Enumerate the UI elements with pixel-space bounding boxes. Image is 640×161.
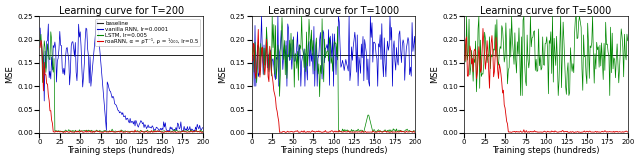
Title: Learning curve for T=1000: Learning curve for T=1000 [268,6,399,16]
Title: Learning curve for T=5000: Learning curve for T=5000 [481,6,612,16]
X-axis label: Training steps (hundreds): Training steps (hundreds) [67,147,175,155]
Y-axis label: MSE: MSE [6,66,15,83]
Title: Learning curve for T=200: Learning curve for T=200 [59,6,184,16]
X-axis label: Training steps (hundreds): Training steps (hundreds) [280,147,387,155]
Y-axis label: MSE: MSE [430,66,440,83]
Y-axis label: MSE: MSE [218,66,227,83]
X-axis label: Training steps (hundreds): Training steps (hundreds) [492,147,600,155]
Legend: baseline, vanilla RNN, lr=0.0001, LSTM, lr=0.005, roaRNN, α = ρT⁻¹, ρ = ¹⁄₂₀₀, l: baseline, vanilla RNN, lr=0.0001, LSTM, … [95,19,200,46]
